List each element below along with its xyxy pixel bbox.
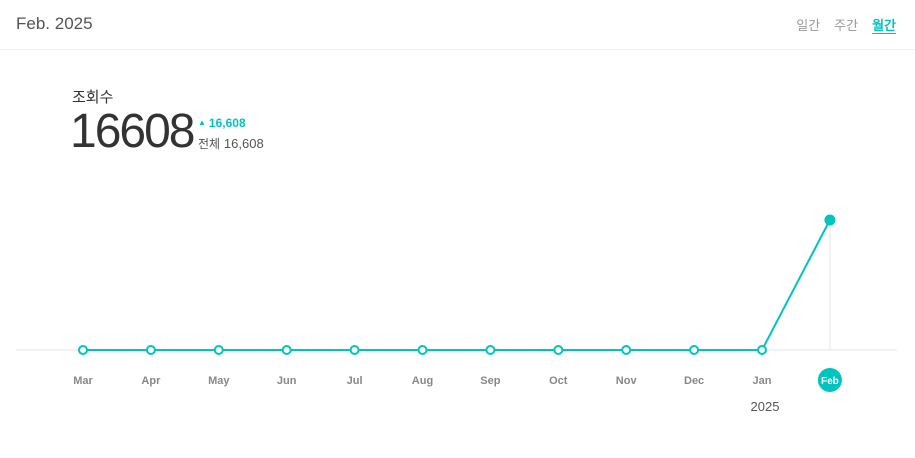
data-point-sep[interactable] bbox=[485, 345, 496, 355]
data-point-oct[interactable] bbox=[553, 345, 564, 355]
year-label: 2025 bbox=[751, 399, 780, 414]
period-title: Feb. 2025 bbox=[16, 14, 93, 33]
x-axis-labels: Mar Apr May Jun Jul Aug Sep Oct Nov Dec Jan Feb bbox=[73, 368, 842, 392]
metric-total-value: 16,608 bbox=[223, 136, 264, 151]
metric-value: 16608 bbox=[70, 105, 195, 158]
metric-delta: ▲ 16,608 bbox=[198, 116, 246, 130]
data-point-feb[interactable] bbox=[824, 214, 836, 226]
metric-label: 조회수 bbox=[72, 88, 114, 106]
up-arrow-icon: ▲ bbox=[198, 118, 206, 127]
x-tick-label-mar: Mar bbox=[73, 375, 93, 387]
tab-daily[interactable]: 일간 bbox=[796, 19, 821, 34]
x-tick-label-dec: Dec bbox=[684, 375, 704, 387]
data-points bbox=[78, 214, 836, 355]
tab-monthly[interactable]: 월간 bbox=[872, 19, 896, 34]
x-tick-label-apr: Apr bbox=[141, 375, 161, 387]
metric-total-label: 전체 bbox=[198, 137, 221, 151]
x-tick-label-sep: Sep bbox=[480, 375, 500, 387]
period-tabs: 일간 주간 월간 bbox=[796, 15, 896, 34]
series-line bbox=[83, 219, 831, 351]
data-point-jun[interactable] bbox=[281, 345, 292, 355]
data-point-may[interactable] bbox=[213, 345, 224, 355]
x-tick-label-jan: Jan bbox=[753, 375, 772, 387]
x-tick-label-may: May bbox=[208, 375, 230, 387]
metric-delta-value: 16,608 bbox=[208, 116, 246, 130]
x-tick-label-nov: Nov bbox=[616, 375, 638, 387]
x-tick-label-oct: Oct bbox=[549, 375, 568, 387]
data-point-apr[interactable] bbox=[145, 345, 156, 355]
data-point-nov[interactable] bbox=[621, 345, 632, 355]
x-tick-label-jul: Jul bbox=[347, 375, 363, 387]
data-point-dec[interactable] bbox=[689, 345, 700, 355]
x-tick-label-aug: Aug bbox=[412, 375, 433, 387]
x-tick-label-jun: Jun bbox=[277, 375, 297, 387]
metric-total: 전체 16,608 bbox=[198, 135, 264, 152]
data-point-aug[interactable] bbox=[417, 345, 428, 355]
x-label-highlight-badge bbox=[817, 368, 842, 392]
data-point-jan[interactable] bbox=[757, 345, 767, 355]
data-point-jul[interactable] bbox=[349, 345, 360, 355]
data-point-mar[interactable] bbox=[78, 345, 88, 355]
tab-weekly[interactable]: 주간 bbox=[834, 19, 859, 34]
header-bar: Feb. 2025 일간 주간 월간 bbox=[0, 0, 915, 50]
x-tick-label-feb: Feb bbox=[821, 376, 839, 387]
